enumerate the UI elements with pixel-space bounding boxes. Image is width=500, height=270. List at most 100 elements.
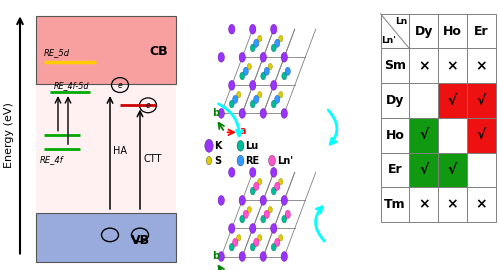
Circle shape [239,109,246,118]
Text: Tm: Tm [384,198,406,211]
Circle shape [258,35,262,42]
Circle shape [254,39,259,47]
Circle shape [260,52,266,62]
Text: Ln: Ln [395,17,407,26]
Text: Lu: Lu [246,141,258,151]
Bar [438,83,467,118]
Circle shape [240,72,244,80]
Bar [380,118,410,153]
Text: a: a [240,126,246,136]
Text: √: √ [476,93,486,107]
Circle shape [281,252,287,261]
Circle shape [239,252,246,261]
Text: ×: × [476,198,487,212]
Circle shape [206,157,212,165]
Circle shape [250,100,255,108]
Circle shape [250,224,256,233]
Circle shape [268,63,272,70]
Circle shape [261,72,266,80]
Circle shape [239,52,246,62]
Bar [410,153,438,187]
Text: Er: Er [474,25,488,38]
Text: ×: × [446,59,458,73]
Circle shape [232,95,238,103]
Circle shape [260,109,266,118]
Text: K: K [214,141,222,151]
Circle shape [237,155,244,166]
Text: √: √ [419,163,428,177]
Text: Sm: Sm [384,59,406,72]
Circle shape [281,195,287,205]
Circle shape [230,100,234,108]
Circle shape [264,67,270,75]
Text: a: a [240,269,246,270]
Circle shape [243,210,248,218]
Circle shape [218,52,224,62]
Circle shape [228,24,235,34]
Circle shape [250,44,255,52]
Text: RE_4f-5d: RE_4f-5d [54,81,90,90]
Circle shape [260,195,266,205]
Text: √: √ [419,128,428,142]
Circle shape [247,207,252,213]
Circle shape [282,72,286,80]
Text: ×: × [418,59,430,73]
Circle shape [218,195,224,205]
Bar [410,48,438,83]
Circle shape [228,80,235,90]
Text: Dy: Dy [414,25,433,38]
Circle shape [270,80,277,90]
Circle shape [270,224,277,233]
Bar [380,14,410,48]
Text: √: √ [476,128,486,142]
Circle shape [272,44,276,52]
Circle shape [281,52,287,62]
Bar [438,48,467,83]
Text: √: √ [448,163,457,177]
Bar [438,14,467,48]
Text: b: b [212,251,220,261]
Text: ×: × [418,198,430,212]
Text: ×: × [476,59,487,73]
Circle shape [274,238,280,247]
Circle shape [250,187,255,195]
Text: VB: VB [131,234,150,247]
Circle shape [261,215,266,223]
Text: Dy: Dy [386,94,404,107]
Circle shape [285,210,290,218]
Circle shape [270,24,277,34]
Text: e: e [118,80,122,90]
Circle shape [247,63,252,70]
Circle shape [236,235,241,241]
Text: CTT: CTT [143,154,162,164]
Circle shape [205,139,213,152]
Circle shape [278,35,283,42]
Bar [36,16,176,84]
Circle shape [239,195,246,205]
Text: Ho: Ho [443,25,462,38]
Bar [410,118,438,153]
Circle shape [278,178,283,185]
Bar [467,48,496,83]
Circle shape [218,252,224,261]
Bar [36,213,176,262]
Circle shape [268,155,276,166]
Circle shape [254,238,259,247]
Circle shape [258,92,262,98]
Circle shape [250,80,256,90]
Text: HA: HA [113,146,127,156]
Circle shape [278,92,283,98]
Text: RE_5d: RE_5d [44,48,70,57]
Circle shape [272,187,276,195]
Text: ×: × [446,198,458,212]
Circle shape [285,67,290,75]
Circle shape [250,167,256,177]
Circle shape [272,243,276,251]
Text: b: b [212,108,220,118]
Bar [410,83,438,118]
Circle shape [264,210,270,218]
Circle shape [250,24,256,34]
Circle shape [260,252,266,261]
Bar [380,187,410,222]
Circle shape [274,182,280,190]
